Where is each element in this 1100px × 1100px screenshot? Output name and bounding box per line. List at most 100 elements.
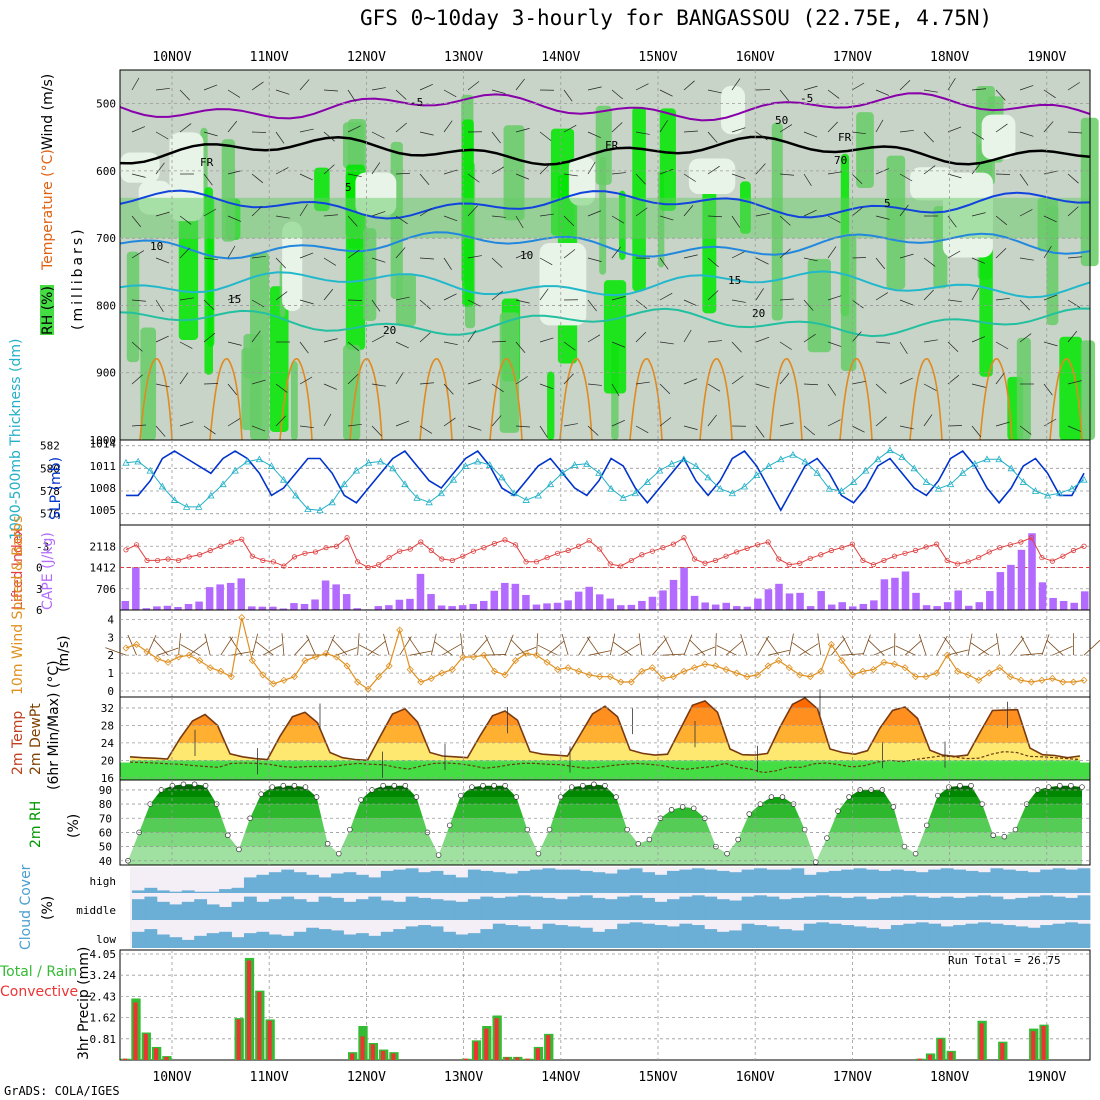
wind-barb bbox=[971, 131, 985, 140]
thickness-point bbox=[971, 459, 979, 467]
cloud-middle-bar bbox=[965, 896, 979, 920]
wind-barb bbox=[947, 173, 962, 179]
wind-barb bbox=[467, 330, 477, 343]
wind10m-point bbox=[890, 660, 899, 668]
li-point bbox=[512, 542, 519, 548]
wind-barb bbox=[611, 246, 621, 259]
wind-barb bbox=[323, 257, 337, 266]
wind10m-point bbox=[322, 649, 330, 657]
wind-barb bbox=[179, 247, 190, 259]
cloud-high-bar bbox=[828, 870, 842, 893]
cloud-low-bar bbox=[318, 929, 332, 948]
cloud-high-bar bbox=[1002, 869, 1016, 893]
wind10m-barb bbox=[204, 633, 211, 656]
cape-bar bbox=[880, 579, 889, 610]
date-label-bottom: 15NOV bbox=[638, 1070, 677, 1085]
wind-barb bbox=[683, 130, 698, 133]
wind-barb bbox=[779, 248, 791, 259]
precip-conv-bar bbox=[938, 1039, 943, 1060]
cape-tick-label: 2118 bbox=[90, 540, 117, 553]
wind10m-barb bbox=[725, 640, 743, 656]
wind10m-barb bbox=[740, 634, 748, 656]
wind-barb bbox=[827, 419, 841, 427]
wind10m-barb bbox=[895, 645, 916, 656]
isotherm--5 bbox=[119, 92, 1091, 122]
rh2m-point bbox=[735, 836, 741, 843]
wind-barb bbox=[251, 255, 266, 259]
wind-barb bbox=[563, 341, 576, 351]
wind-barb bbox=[755, 131, 768, 141]
cloud-middle-bar bbox=[567, 896, 581, 920]
cloud-low-bar bbox=[144, 929, 158, 948]
wind10m-barb bbox=[504, 634, 514, 656]
wind10m-barb bbox=[1052, 645, 1073, 656]
temp2m-panel: 16 20 24 28 32 bbox=[101, 689, 1091, 785]
cloud-high-bar bbox=[791, 868, 805, 893]
wind-barb bbox=[1019, 299, 1030, 311]
wind-barb bbox=[755, 163, 766, 175]
wind-barb bbox=[347, 173, 362, 178]
wind-barb bbox=[251, 379, 266, 385]
cloud-low-bar bbox=[617, 923, 631, 948]
wind-barb bbox=[179, 421, 194, 427]
cloud-middle-bar bbox=[517, 895, 531, 920]
wind-tick-label: 4 bbox=[107, 613, 114, 626]
rh2m-point bbox=[824, 835, 830, 841]
rh-cell bbox=[1059, 336, 1082, 440]
cloud-high-bar bbox=[741, 869, 755, 893]
wind10m-barb bbox=[586, 636, 601, 656]
li-point bbox=[1007, 542, 1013, 548]
cloud-low-bar bbox=[418, 925, 431, 948]
cloud-low-bar bbox=[654, 925, 668, 948]
cloud-high-bar bbox=[841, 869, 855, 893]
cloud-high-bar bbox=[766, 869, 780, 893]
cloud-low-bar bbox=[530, 929, 543, 948]
cloud-middle-bar bbox=[704, 896, 718, 920]
wind-barb bbox=[155, 162, 165, 175]
wind-barb bbox=[491, 415, 502, 427]
wind-barb bbox=[587, 383, 602, 386]
wind-barb bbox=[155, 383, 170, 388]
wind10m-barb bbox=[613, 641, 632, 656]
temp-tick-label: 24 bbox=[101, 737, 115, 750]
wind10m-point bbox=[722, 665, 730, 674]
cape-bar bbox=[964, 605, 973, 610]
wind-barb bbox=[947, 299, 962, 303]
precip-conv-bar bbox=[504, 1057, 510, 1060]
wind-barb bbox=[1043, 341, 1058, 347]
cloud-high-bar bbox=[928, 869, 942, 893]
cape-bar bbox=[153, 606, 161, 610]
wind-barb bbox=[707, 215, 722, 218]
li-point bbox=[870, 562, 877, 568]
rh2m-point bbox=[679, 804, 686, 810]
cloud-high-bar bbox=[629, 868, 643, 893]
wind-barb bbox=[179, 341, 193, 349]
cloud-low-bar bbox=[1002, 925, 1016, 948]
li-point bbox=[702, 560, 708, 566]
li-point bbox=[207, 547, 213, 554]
rh2m-tick-label: 50 bbox=[99, 841, 112, 854]
pressure-tick-label: 500 bbox=[96, 98, 116, 111]
wind-barb bbox=[275, 257, 286, 269]
wind-barb bbox=[875, 89, 890, 96]
wind-barb bbox=[587, 86, 602, 91]
wind-barb bbox=[659, 341, 674, 345]
wind10m-label: 10m Wind Speed & Barbs bbox=[10, 516, 26, 695]
cloud-low-bar bbox=[990, 923, 1004, 948]
cloud-low-bar bbox=[890, 925, 904, 948]
wind-barb bbox=[1043, 383, 1053, 396]
li-point bbox=[776, 556, 782, 562]
cloud-high-bar bbox=[978, 872, 991, 893]
rh2m-point bbox=[990, 832, 997, 838]
wind-barb bbox=[1019, 85, 1034, 91]
wind10m-point bbox=[954, 667, 962, 675]
wind-barb bbox=[371, 299, 381, 312]
cape-tick-label: 706 bbox=[96, 583, 116, 596]
wind-barb bbox=[851, 425, 865, 433]
wind-barb bbox=[251, 425, 266, 432]
thickness-point bbox=[716, 484, 724, 492]
wind-barb bbox=[803, 383, 818, 386]
wind-barb bbox=[203, 257, 218, 261]
cape-bar bbox=[564, 600, 572, 610]
li-point bbox=[607, 561, 613, 567]
